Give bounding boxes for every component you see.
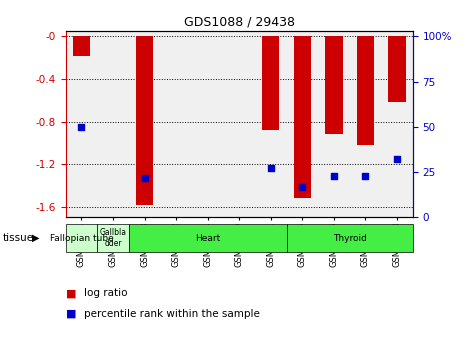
Point [78, 124, 85, 130]
Text: Heart: Heart [195, 234, 220, 243]
Text: ▶: ▶ [32, 233, 39, 243]
Title: GDS1088 / 29438: GDS1088 / 29438 [184, 16, 295, 29]
Text: Thyroid: Thyroid [333, 234, 367, 243]
Text: Fallopian tube: Fallopian tube [50, 234, 113, 243]
Bar [388, 36, 406, 102]
Bar [73, 36, 90, 56]
Bar [129, 224, 287, 252]
Text: tissue: tissue [2, 233, 33, 243]
Text: log ratio: log ratio [84, 288, 128, 298]
Point [330, 173, 338, 178]
Bar [66, 224, 97, 252]
Point [267, 166, 274, 171]
Point [362, 173, 369, 178]
Text: ■: ■ [66, 288, 76, 298]
Text: ■: ■ [66, 309, 76, 319]
Bar [294, 36, 311, 198]
Bar [136, 36, 153, 205]
Text: Gallbla
dder: Gallbla dder [99, 228, 127, 248]
Bar [357, 36, 374, 145]
Bar [262, 36, 280, 130]
Point [299, 184, 306, 189]
Point [141, 175, 148, 180]
Bar [287, 224, 413, 252]
Bar [325, 36, 342, 134]
Point [393, 157, 401, 162]
Text: percentile rank within the sample: percentile rank within the sample [84, 309, 260, 319]
Bar [97, 224, 129, 252]
